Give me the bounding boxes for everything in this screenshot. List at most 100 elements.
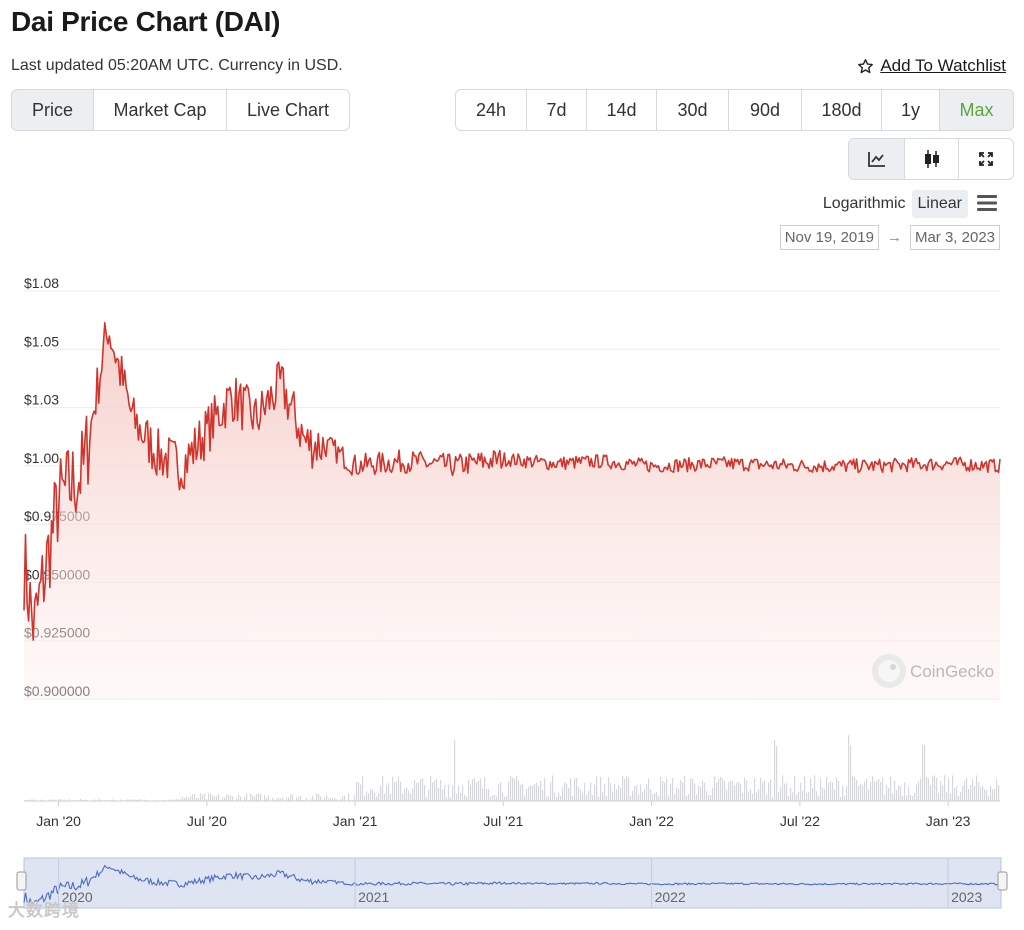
volume-bar xyxy=(256,794,258,801)
volume-bar xyxy=(356,782,358,801)
date-to-input[interactable]: Mar 3, 2023 xyxy=(909,225,1000,250)
navigator[interactable]: 2020 2021 2022 2023 xyxy=(16,857,1008,909)
volume-bar xyxy=(500,782,502,801)
volume-bar xyxy=(312,795,314,801)
volume-bar xyxy=(178,799,180,801)
volume-bar xyxy=(34,799,36,801)
hamburger-menu-icon[interactable] xyxy=(976,194,998,212)
volume-bar xyxy=(982,786,984,801)
volume-bar xyxy=(654,793,656,801)
volume-bar xyxy=(658,795,660,801)
navigator-right-handle[interactable] xyxy=(997,871,1008,891)
logarithmic-scale-button[interactable]: Logarithmic xyxy=(822,195,906,212)
volume-bar xyxy=(370,788,372,801)
volume-bar xyxy=(554,792,556,801)
arrow-right-icon: → xyxy=(886,229,902,246)
volume-bar xyxy=(906,795,908,801)
volume-bar xyxy=(656,791,658,801)
y-tick-label: $1.08 xyxy=(24,275,59,291)
volume-bar xyxy=(260,793,262,801)
volume-bar xyxy=(496,796,498,801)
volume-bar xyxy=(144,799,146,801)
volume-bar xyxy=(452,785,454,801)
tab-live-chart[interactable]: Live Chart xyxy=(246,99,330,120)
candlestick-chart-button[interactable] xyxy=(905,139,959,179)
volume-bar xyxy=(68,799,70,801)
volume-bar xyxy=(74,799,76,801)
volume-bar xyxy=(428,789,430,801)
tab-market-cap[interactable]: Market Cap xyxy=(94,90,227,130)
volume-bar xyxy=(814,775,816,801)
tab-price[interactable]: Price xyxy=(12,90,94,130)
range-1y-button[interactable]: 1y xyxy=(882,90,940,130)
fullscreen-button[interactable] xyxy=(959,139,1013,179)
volume-bar xyxy=(892,793,894,801)
volume-bar xyxy=(868,789,870,801)
volume-bar xyxy=(800,782,802,801)
volume-bar xyxy=(714,776,716,801)
volume-bar xyxy=(968,788,970,801)
volume-bar xyxy=(448,784,450,801)
volume-bar xyxy=(480,778,482,801)
range-24h-button[interactable]: 24h xyxy=(456,90,527,130)
volume-bar xyxy=(930,785,932,801)
volume-bar xyxy=(950,793,952,801)
volume-bar xyxy=(882,778,884,801)
volume-bar xyxy=(386,785,388,801)
date-from-input[interactable]: Nov 19, 2019 xyxy=(779,225,879,250)
date-range-inputs: Nov 19, 2019 → Mar 3, 2023 xyxy=(779,225,1000,250)
volume-bar xyxy=(110,799,112,801)
volume-bar xyxy=(610,783,612,801)
volume-bar xyxy=(272,797,274,801)
linear-scale-button[interactable]: Linear xyxy=(911,190,968,218)
range-14d-button[interactable]: 14d xyxy=(587,90,657,130)
volume-bar xyxy=(798,791,800,801)
volume-bar xyxy=(172,799,174,801)
volume-bar xyxy=(224,797,226,801)
volume-bar xyxy=(210,793,212,801)
volume-bar xyxy=(928,778,930,801)
volume-bar xyxy=(600,777,602,801)
volume-bar xyxy=(402,793,404,801)
volume-bar xyxy=(214,796,216,801)
navigator-left-handle[interactable] xyxy=(16,871,27,891)
volume-bar xyxy=(240,796,242,801)
range-180d-button[interactable]: 180d xyxy=(802,90,882,130)
candlestick-icon xyxy=(924,150,939,168)
volume-bar xyxy=(60,799,62,801)
volume-bar xyxy=(384,793,386,801)
volume-bar xyxy=(368,793,370,801)
watchlist-label: Add To Watchlist xyxy=(880,56,1006,75)
volume-bar xyxy=(520,784,522,801)
volume-bar xyxy=(836,777,838,801)
star-icon xyxy=(858,58,874,73)
volume-bar xyxy=(494,794,496,801)
volume-bar xyxy=(766,794,768,801)
volume-bar xyxy=(772,797,774,801)
add-to-watchlist-link[interactable]: Add To Watchlist xyxy=(857,56,1006,76)
range-90d-button[interactable]: 90d xyxy=(729,90,802,130)
y-tick-label: $1.05 xyxy=(24,333,59,349)
volume-bar xyxy=(670,783,672,801)
volume-bar xyxy=(676,787,678,801)
volume-bar xyxy=(542,789,544,801)
volume-bar xyxy=(926,777,928,801)
volume-bar xyxy=(896,790,898,801)
chart-type-selector xyxy=(848,138,1014,180)
volume-bar xyxy=(580,789,582,801)
line-chart-button[interactable] xyxy=(849,139,905,179)
volume-bar xyxy=(880,781,882,801)
volume-bar xyxy=(730,780,732,801)
x-tick-label: Jan '23 xyxy=(926,813,971,829)
volume-bar xyxy=(514,779,516,801)
volume-bar xyxy=(838,780,840,801)
volume-bar xyxy=(912,796,914,801)
range-max-button[interactable]: Max xyxy=(940,90,1013,130)
range-7d-button[interactable]: 7d xyxy=(527,90,587,130)
volume-bar xyxy=(884,794,886,801)
volume-bar xyxy=(642,791,644,801)
range-30d-button[interactable]: 30d xyxy=(657,90,729,130)
volume-bar xyxy=(898,785,900,801)
volume-bar xyxy=(466,796,468,801)
